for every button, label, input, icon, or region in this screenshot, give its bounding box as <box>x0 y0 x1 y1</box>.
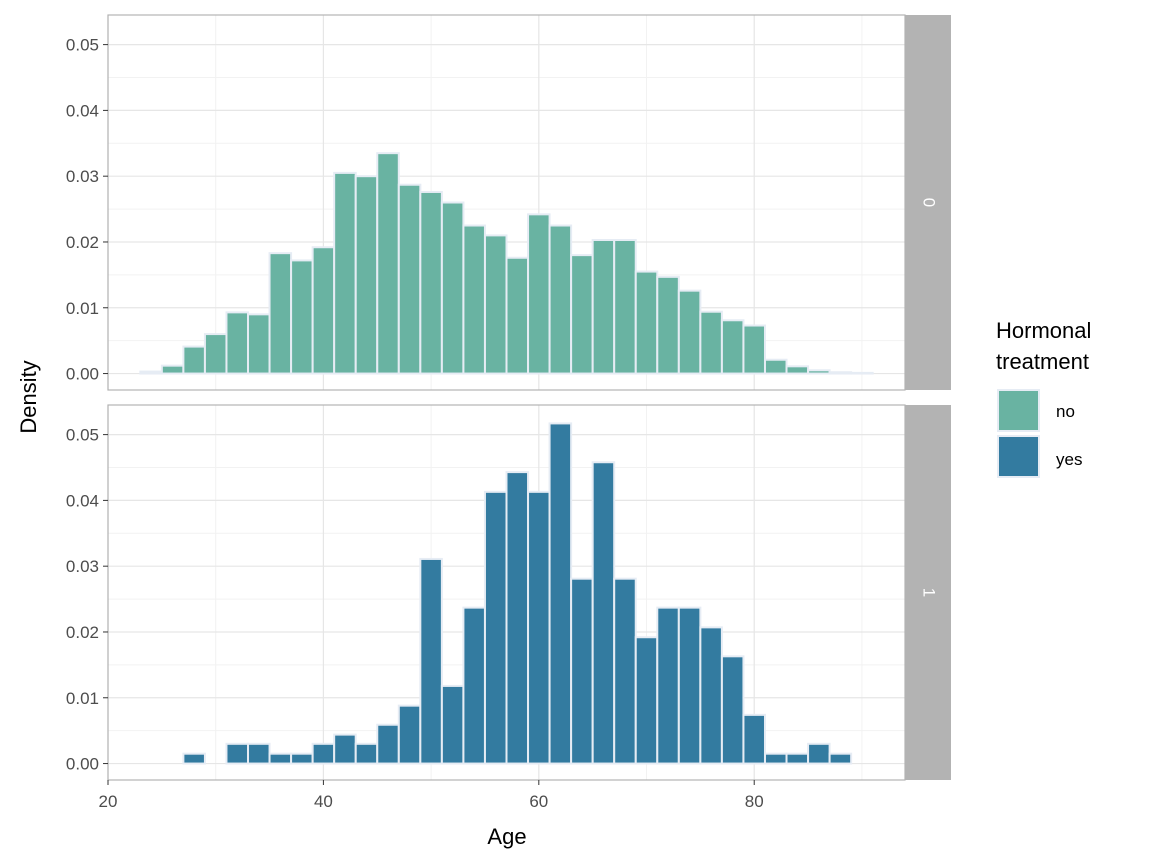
histogram-bar <box>570 254 594 375</box>
histogram-bar <box>656 275 680 375</box>
legend-label-yes: yes <box>1056 450 1082 469</box>
histogram-bar <box>268 252 293 375</box>
histogram-bar <box>182 345 206 375</box>
histogram-bar <box>440 201 465 375</box>
histogram-bar <box>376 723 400 765</box>
histogram-bar <box>311 742 336 765</box>
histogram-bar <box>182 752 206 765</box>
y-tick-label: 0.02 <box>66 233 99 252</box>
x-axis: 20 40 60 80 <box>99 780 764 811</box>
legend-key-no <box>997 389 1040 432</box>
legend-title-line-2: treatment <box>996 349 1089 374</box>
histogram-bar <box>440 684 465 765</box>
y-tick-label: 0.03 <box>66 167 99 186</box>
histogram-bar <box>548 422 573 765</box>
histogram-bar <box>677 606 702 765</box>
y-tick-label: 0.02 <box>66 623 99 642</box>
histogram-bar <box>677 289 702 375</box>
histogram-bar <box>763 358 788 375</box>
histogram-bar <box>807 742 831 765</box>
y-tick-label: 0.05 <box>66 36 99 55</box>
histogram-bar <box>828 371 853 375</box>
x-tick-label: 40 <box>314 792 333 811</box>
histogram-bar <box>548 224 573 375</box>
histogram-bar <box>807 369 831 375</box>
histogram-bar <box>462 606 486 765</box>
histogram-bar <box>742 713 766 765</box>
histogram-bar <box>613 577 637 765</box>
histogram-bar <box>247 742 271 765</box>
histogram-bar <box>613 239 637 375</box>
histogram-bar <box>785 365 810 375</box>
histogram-bar <box>354 175 379 375</box>
y-tick-label: 0.01 <box>66 299 99 318</box>
x-axis-title: Age <box>487 824 526 849</box>
panel-no-treatment: 0.00 0.01 0.02 0.03 0.04 0.05 0 <box>66 14 951 391</box>
y-tick-label: 0.00 <box>66 755 99 774</box>
histogram-bar <box>483 234 508 375</box>
histogram-bar <box>225 742 250 765</box>
histogram-bar <box>333 733 357 765</box>
x-tick-label: 80 <box>745 792 764 811</box>
histogram-bar <box>290 259 314 375</box>
histogram-bar <box>699 310 723 375</box>
facet-strip-label: 1 <box>920 588 939 597</box>
histogram-bar <box>483 490 508 765</box>
histogram-bar <box>527 490 551 765</box>
histogram-bar <box>828 752 853 765</box>
y-tick-label: 0.05 <box>66 426 99 445</box>
histogram-bar <box>139 370 163 375</box>
histogram-bar <box>419 557 443 765</box>
histogram-bar <box>247 313 271 375</box>
histogram-bar <box>850 371 874 375</box>
legend-label-no: no <box>1056 402 1075 421</box>
histogram-bar <box>268 752 293 765</box>
histogram-bar <box>634 270 659 375</box>
x-tick-label: 20 <box>99 792 118 811</box>
histogram-bar <box>376 152 400 375</box>
histogram-bar <box>505 471 530 765</box>
histogram-bar <box>225 311 250 375</box>
histogram-bar <box>419 190 443 375</box>
y-tick-label: 0.00 <box>66 365 99 384</box>
legend: Hormonal treatment no yes <box>996 318 1091 478</box>
histogram-bar <box>290 752 314 765</box>
y-tick-label: 0.04 <box>66 491 99 510</box>
facet-strip <box>905 405 951 780</box>
x-tick-label: 60 <box>529 792 548 811</box>
y-axis-title: Density <box>16 360 41 433</box>
histogram-bar <box>505 256 530 375</box>
histogram-bar <box>591 461 616 765</box>
histogram-bar <box>462 224 486 375</box>
facet-strip-label: 0 <box>920 198 939 207</box>
histogram-bar <box>397 183 422 375</box>
histogram-bar <box>656 606 680 765</box>
y-tick-label: 0.03 <box>66 557 99 576</box>
legend-title-line-1: Hormonal <box>996 318 1091 343</box>
histogram-bar <box>160 364 185 375</box>
histogram-bar <box>591 239 616 375</box>
histogram-bar <box>354 742 379 765</box>
histogram-bar <box>634 636 659 765</box>
histogram-bar <box>333 171 357 375</box>
y-tick-label: 0.01 <box>66 689 99 708</box>
histogram-bar <box>742 324 766 375</box>
histogram-bar <box>527 213 551 375</box>
histogram-bar <box>397 704 422 765</box>
histogram-bar <box>785 752 810 765</box>
legend-key-yes <box>997 435 1040 478</box>
panel-yes-treatment: 0.00 0.01 0.02 0.03 0.04 0.05 1 <box>66 404 951 781</box>
facet-strip <box>905 15 951 390</box>
histogram-bar <box>699 626 723 765</box>
histogram-bar <box>203 333 228 375</box>
histogram-bar <box>311 246 336 375</box>
histogram-bar <box>720 655 745 765</box>
histogram-bar <box>763 752 788 765</box>
histogram-bar <box>720 319 745 375</box>
histogram-bar <box>570 577 594 765</box>
y-tick-label: 0.04 <box>66 101 99 120</box>
